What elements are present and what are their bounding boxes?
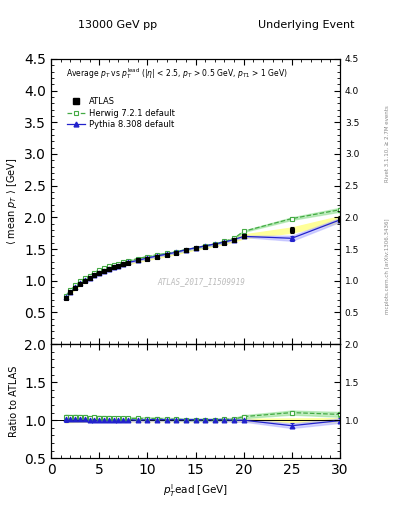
Text: 13000 GeV pp: 13000 GeV pp <box>78 19 158 30</box>
Text: Underlying Event: Underlying Event <box>258 19 355 30</box>
Text: Rivet 3.1.10, ≥ 2.7M events: Rivet 3.1.10, ≥ 2.7M events <box>385 105 390 182</box>
Text: ATLAS_2017_I1509919: ATLAS_2017_I1509919 <box>157 277 245 286</box>
Text: mcplots.cern.ch [arXiv:1306.3436]: mcplots.cern.ch [arXiv:1306.3436] <box>385 219 390 314</box>
X-axis label: $p_T^{\mathrm{l}}\mathrm{ead}$ [GeV]: $p_T^{\mathrm{l}}\mathrm{ead}$ [GeV] <box>163 483 228 500</box>
Y-axis label: $\langle$ mean $p_T$ $\rangle$ [GeV]: $\langle$ mean $p_T$ $\rangle$ [GeV] <box>5 158 19 245</box>
Legend: ATLAS, Herwig 7.2.1 default, Pythia 8.308 default: ATLAS, Herwig 7.2.1 default, Pythia 8.30… <box>67 97 175 129</box>
Y-axis label: Ratio to ATLAS: Ratio to ATLAS <box>9 366 19 437</box>
Text: Average $p_T$ vs $p_T^{\mathrm{lead}}$ ($|\eta|$ < 2.5, $p_T$ > 0.5 GeV, $p_{T1}: Average $p_T$ vs $p_T^{\mathrm{lead}}$ (… <box>66 66 287 81</box>
